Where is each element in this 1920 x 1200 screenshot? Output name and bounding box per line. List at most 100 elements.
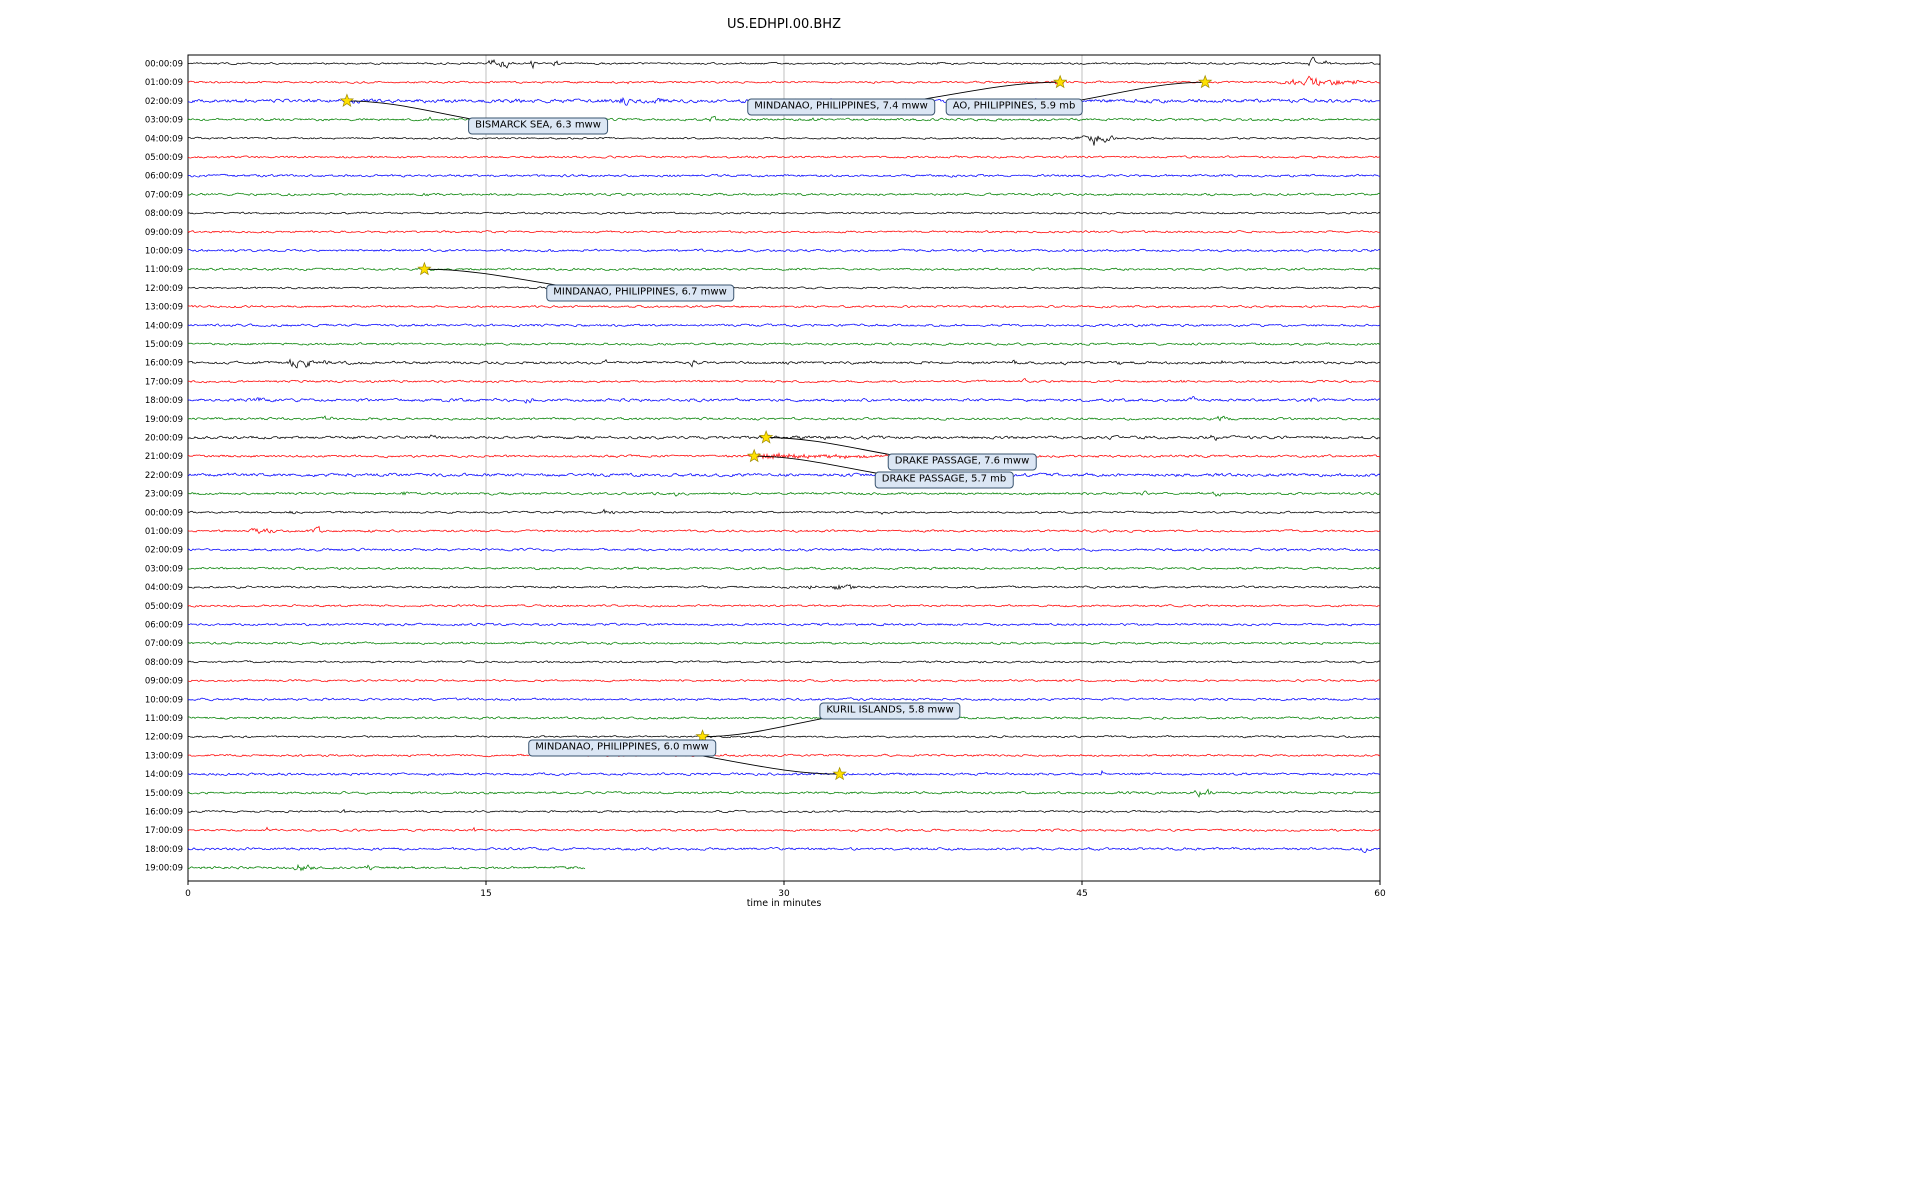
waveform-trace — [187, 808, 1381, 814]
row-time-label: 10:00:09 — [145, 695, 183, 705]
event-annotation-mindanao-67: MINDANAO, PHILIPPINES, 6.7 mww — [546, 284, 734, 302]
waveform-trace — [188, 248, 1381, 253]
row-time-label: 19:00:09 — [145, 864, 183, 874]
waveform-trace — [187, 678, 1381, 683]
event-annotation-drake-76: DRAKE PASSAGE, 7.6 mww — [887, 453, 1037, 471]
row-time-label: 17:00:09 — [145, 826, 183, 836]
waveform-trace — [187, 769, 1381, 776]
event-annotation-mindanao-74: MINDANAO, PHILIPPINES, 7.4 mww — [747, 98, 935, 116]
row-time-label: 08:00:09 — [145, 209, 183, 219]
x-tick-label: 45 — [1076, 889, 1087, 899]
event-star-icon — [339, 93, 355, 107]
waveform-trace — [187, 641, 1381, 646]
waveform-trace — [187, 826, 1381, 832]
event-annotation-bismarck-sea: BISMARCK SEA, 6.3 mww — [468, 117, 608, 135]
row-time-label: 00:00:09 — [145, 60, 183, 70]
row-time-label: 08:00:09 — [145, 658, 183, 668]
waveform-trace — [187, 846, 1381, 854]
row-time-label: 05:00:09 — [145, 153, 183, 163]
row-time-label: 16:00:09 — [145, 359, 183, 369]
row-time-label: 07:00:09 — [145, 190, 183, 200]
row-time-label: 19:00:09 — [145, 415, 183, 425]
row-time-label: 11:00:09 — [145, 714, 183, 724]
event-star-icon — [1052, 74, 1068, 89]
waveform-trace — [187, 342, 1380, 346]
row-time-label: 12:00:09 — [145, 284, 183, 294]
waveform-trace — [187, 286, 1381, 290]
waveform-trace — [187, 566, 1381, 571]
row-time-label: 04:00:09 — [145, 583, 183, 593]
event-star-icon — [758, 429, 774, 444]
waveform-trace — [187, 863, 586, 872]
waveform-trace — [187, 115, 1381, 123]
row-time-label: 07:00:09 — [145, 639, 183, 649]
waveform-trace — [187, 434, 1381, 442]
row-time-label: 14:00:09 — [145, 321, 183, 331]
event-star-icon — [1198, 74, 1213, 89]
waveform-trace — [187, 155, 1381, 159]
event-star-icon — [695, 729, 710, 743]
event-annotation-ao-philippines: AO, PHILIPPINES, 5.9 mb — [945, 98, 1083, 116]
row-time-label: 02:00:09 — [145, 97, 183, 107]
row-time-label: 09:00:09 — [145, 228, 183, 238]
waveform-trace — [187, 378, 1381, 384]
row-time-label: 04:00:09 — [145, 134, 183, 144]
row-time-label: 11:00:09 — [145, 265, 183, 275]
waveform-trace — [187, 267, 1381, 272]
row-time-label: 02:00:09 — [145, 546, 183, 556]
event-annotation-drake-57: DRAKE PASSAGE, 5.7 mb — [874, 471, 1014, 489]
row-time-label: 06:00:09 — [145, 621, 183, 631]
x-axis-label: time in minutes — [746, 898, 822, 909]
waveform-trace — [187, 304, 1381, 309]
event-annotation-mindanao-60: MINDANAO, PHILIPPINES, 6.0 mww — [528, 739, 716, 757]
waveform-trace — [187, 604, 1381, 608]
x-tick-label: 60 — [1374, 889, 1386, 899]
row-time-label: 20:00:09 — [145, 434, 183, 444]
event-star-icon — [832, 766, 847, 781]
waveform-trace — [187, 660, 1381, 664]
row-time-label: 05:00:09 — [145, 602, 183, 612]
waveform-trace — [187, 230, 1381, 234]
row-time-label: 22:00:09 — [145, 471, 183, 481]
row-time-label: 03:00:09 — [145, 116, 183, 126]
waveform-trace — [187, 56, 1381, 70]
waveform-trace — [187, 734, 1381, 739]
row-time-label: 21:00:09 — [145, 452, 183, 462]
row-time-label: 15:00:09 — [145, 789, 183, 799]
waveform-trace — [187, 75, 1380, 87]
waveform-trace — [187, 508, 1381, 515]
waveform-trace — [187, 135, 1381, 146]
row-time-label: 16:00:09 — [145, 808, 183, 818]
row-time-label: 03:00:09 — [145, 564, 183, 574]
waveform-trace — [187, 395, 1381, 404]
event-annotation-kuril-islands: KURIL ISLANDS, 5.8 mww — [819, 702, 961, 720]
waveform-trace — [187, 584, 1380, 591]
waveform-trace — [187, 323, 1381, 328]
row-time-label: 01:00:09 — [145, 78, 183, 88]
waveform-trace — [187, 490, 1381, 497]
row-time-label: 01:00:09 — [145, 527, 183, 537]
waveform-trace — [187, 415, 1381, 422]
event-star-icon — [417, 261, 432, 276]
chart-title: US.EDHPI.00.BHZ — [727, 17, 841, 32]
waveform-trace — [187, 547, 1381, 552]
waveform-trace — [187, 192, 1381, 197]
row-time-label: 13:00:09 — [145, 303, 183, 313]
waveform-trace — [187, 622, 1381, 627]
waveform-trace — [187, 525, 1381, 535]
row-time-label: 13:00:09 — [145, 751, 183, 761]
waveform-trace — [187, 472, 1381, 478]
row-time-label: 23:00:09 — [145, 490, 183, 500]
row-time-label: 14:00:09 — [145, 770, 183, 780]
row-time-label: 00:00:09 — [145, 508, 183, 518]
row-time-label: 12:00:09 — [145, 733, 183, 743]
row-time-label: 15:00:09 — [145, 340, 183, 350]
waveform-trace — [187, 173, 1381, 178]
waveform-trace — [187, 358, 1381, 369]
waveform-trace — [187, 753, 1381, 758]
x-tick-label: 15 — [480, 889, 491, 899]
row-time-label: 10:00:09 — [145, 247, 183, 257]
row-time-label: 06:00:09 — [145, 172, 183, 182]
